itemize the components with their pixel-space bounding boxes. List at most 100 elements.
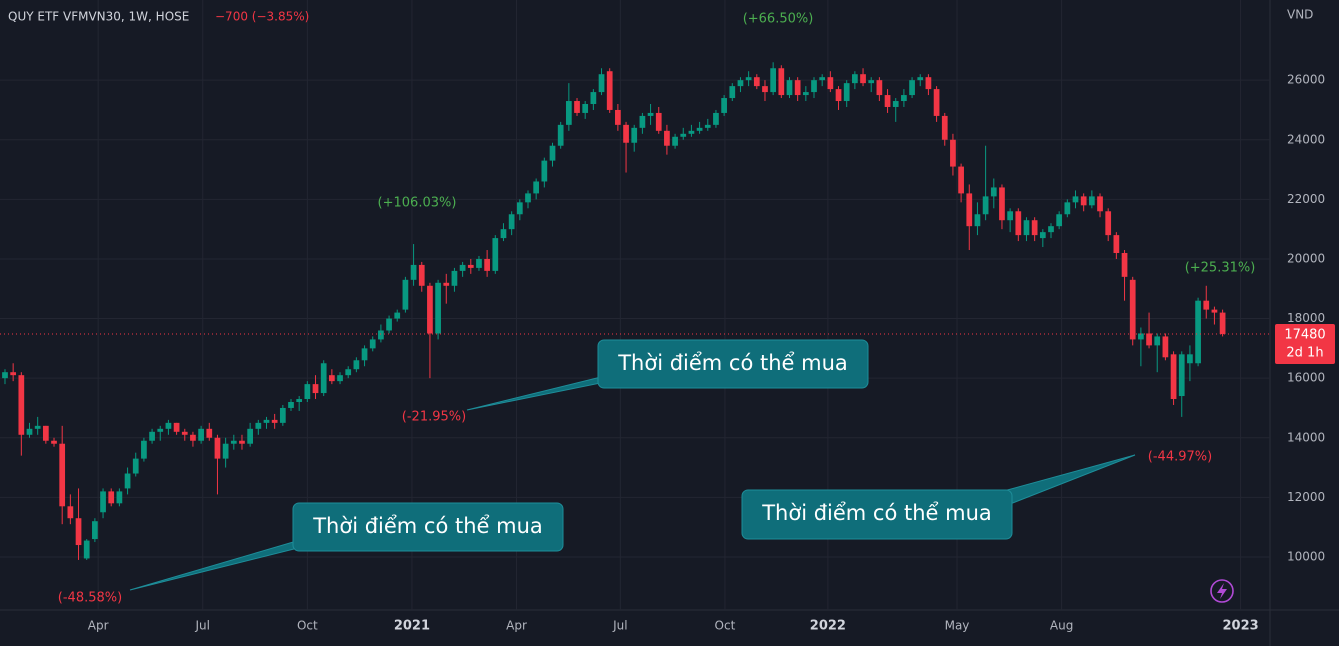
price-change: −700 (−3.85%)	[215, 10, 309, 24]
candle-body	[1162, 336, 1169, 358]
candle-body	[67, 506, 74, 519]
candle-body	[590, 92, 597, 105]
candle-body	[1129, 279, 1136, 340]
candle-body	[467, 264, 474, 268]
candle-body	[623, 124, 629, 143]
candles	[0, 62, 1270, 560]
candle-body	[75, 518, 82, 546]
lightning-glyph	[1217, 583, 1227, 599]
y-tick-label: 18000	[1287, 311, 1325, 325]
candle-body	[950, 139, 956, 167]
candle-body	[100, 491, 106, 513]
candle-body	[1113, 235, 1120, 253]
y-tick-label: 10000	[1287, 549, 1325, 563]
candle-body	[1105, 211, 1112, 236]
candle-body	[173, 422, 180, 432]
candle-body	[802, 92, 809, 96]
last-price-box	[1275, 324, 1335, 365]
candle-body	[337, 375, 343, 382]
candle-body	[1138, 333, 1144, 340]
candle-body	[770, 68, 777, 93]
candle-body	[206, 428, 213, 438]
candle-body	[443, 282, 450, 286]
candle-body	[26, 428, 33, 435]
candle-body	[500, 229, 507, 239]
y-tick-label: 24000	[1287, 132, 1325, 146]
candle-body	[1031, 220, 1038, 236]
candle-body	[141, 440, 147, 459]
candle-body	[753, 77, 760, 87]
candle-body	[819, 77, 826, 81]
candle-body	[329, 375, 335, 382]
lightning-icon[interactable]	[1210, 579, 1234, 603]
candle-body	[181, 431, 188, 435]
candle-body	[525, 193, 531, 203]
candle-body	[680, 133, 687, 137]
candle-body	[974, 214, 981, 227]
candle-body	[476, 258, 482, 268]
candle-body	[279, 407, 286, 423]
percent-annotation: (+25.31%)	[1185, 261, 1256, 276]
candle-body	[868, 80, 875, 84]
candle-body	[565, 101, 572, 125]
candle-body	[149, 431, 155, 441]
candle-body	[1039, 232, 1046, 239]
callout-text: Thời điểm có thể mua	[312, 514, 543, 538]
candle-body	[132, 458, 139, 474]
candle-body	[811, 80, 817, 93]
y-tick-label: 12000	[1287, 490, 1325, 504]
x-tick-label: May	[945, 619, 970, 633]
candle-body	[786, 80, 793, 96]
candle-body	[778, 68, 785, 96]
candle-body	[990, 187, 997, 197]
candle-body	[876, 80, 883, 96]
candle-body	[721, 98, 727, 113]
x-tick-label: Oct	[297, 619, 318, 633]
candle-body	[516, 202, 523, 215]
candle-body	[394, 312, 401, 319]
x-tick-label: Oct	[715, 619, 736, 633]
x-tick-label: Apr	[506, 619, 527, 633]
y-tick-label: 16000	[1287, 371, 1325, 385]
candle-body	[320, 363, 327, 394]
candle-body	[83, 540, 90, 559]
candle-body	[1080, 196, 1087, 206]
candle-body	[255, 422, 262, 429]
candle-body	[672, 136, 678, 146]
candle-body	[198, 428, 204, 441]
x-tick-label: Aug	[1050, 619, 1073, 633]
candle-body	[941, 115, 948, 140]
candle-body	[737, 80, 744, 87]
candle-body	[345, 369, 352, 376]
candle-body	[1097, 196, 1103, 212]
candle-body	[688, 130, 695, 134]
candle-body	[1072, 196, 1079, 203]
candle-body	[42, 425, 49, 441]
y-unit: VND	[1287, 8, 1313, 22]
candle-body	[369, 339, 376, 349]
y-tick-label: 14000	[1287, 430, 1325, 444]
candle-body	[402, 279, 409, 310]
candle-body	[606, 71, 613, 110]
candle-body	[574, 101, 580, 113]
candle-body	[843, 83, 850, 102]
x-tick-label: Jul	[195, 619, 210, 633]
candle-body	[451, 270, 458, 286]
candle-body	[835, 89, 842, 102]
candle-body	[108, 491, 115, 504]
candle-body	[59, 443, 66, 507]
candle-body	[288, 401, 294, 408]
candle-body	[917, 77, 924, 81]
candle-body	[827, 77, 834, 90]
candle-body	[909, 80, 915, 96]
candle-body	[1187, 354, 1193, 364]
percent-annotation: (+66.50%)	[743, 12, 814, 27]
candle-body	[492, 238, 499, 271]
candle-body	[1178, 354, 1185, 397]
y-tick-label: 26000	[1287, 73, 1325, 87]
candle-body	[1015, 211, 1022, 236]
candle-body	[1170, 354, 1177, 400]
candle-body	[999, 187, 1005, 221]
candle-body	[157, 428, 164, 432]
x-tick-label: 2021	[394, 619, 430, 634]
